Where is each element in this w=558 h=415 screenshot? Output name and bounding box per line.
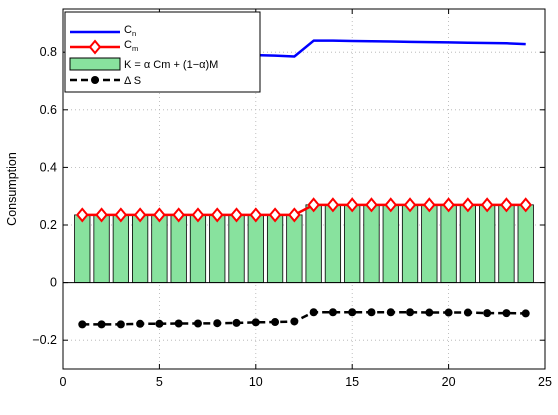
data-point-dot xyxy=(136,319,145,328)
y-tick-label: 0.6 xyxy=(40,103,57,117)
y-tick-label: 0.4 xyxy=(40,160,57,174)
legend-swatch-k xyxy=(69,57,121,71)
tick-labels: 0 5 10 15 20 25 −0.2 0 0.2 0.4 0.6 0.8 xyxy=(32,45,552,389)
bar xyxy=(498,204,515,283)
data-point-diamond xyxy=(210,207,224,223)
bar xyxy=(228,214,245,283)
bar xyxy=(440,204,457,283)
data-point-dot xyxy=(444,308,453,317)
data-point-dot xyxy=(232,318,241,327)
data-point-diamond xyxy=(268,207,282,223)
bar xyxy=(517,204,534,283)
data-point-diamond xyxy=(95,207,108,223)
data-point-dot xyxy=(425,308,434,317)
bar xyxy=(286,214,303,283)
y-tick-label: 0 xyxy=(50,276,57,290)
bar xyxy=(305,204,322,283)
data-point-diamond xyxy=(403,197,417,213)
data-point-dot xyxy=(463,308,472,317)
data-point-dot xyxy=(174,319,183,328)
data-point-diamond xyxy=(75,207,89,223)
legend-swatch-cm-marker xyxy=(88,39,102,55)
bar xyxy=(74,214,91,283)
legend-label-k: K = α Cm + (1−α)M xyxy=(124,59,218,71)
data-point-diamond xyxy=(519,197,533,213)
data-point-dot xyxy=(483,309,492,318)
bar xyxy=(132,214,149,283)
legend-label-cm: Cm xyxy=(124,39,138,53)
data-point-dot xyxy=(97,320,106,329)
axes-box xyxy=(62,8,546,370)
y-tick-label: 0.2 xyxy=(40,218,57,232)
data-point-diamond xyxy=(172,207,185,223)
data-point-diamond xyxy=(461,197,475,213)
data-point-dot xyxy=(271,318,280,327)
x-tick-label: 20 xyxy=(442,375,456,389)
bar xyxy=(382,204,399,283)
data-point-diamond xyxy=(442,197,455,213)
legend: Cn Cm K = α Cm + (1−α)M Δ S xyxy=(64,11,261,93)
x-tick-label: 5 xyxy=(156,375,163,389)
bar xyxy=(189,214,207,283)
legend-label-ds: Δ S xyxy=(124,75,141,87)
data-point-diamond xyxy=(230,207,243,223)
data-point-dot xyxy=(367,308,376,317)
data-point-diamond xyxy=(480,197,494,213)
data-point-diamond xyxy=(365,197,378,213)
data-point-dot xyxy=(502,309,511,318)
data-point-dot xyxy=(78,320,87,329)
bar xyxy=(459,204,476,283)
legend-swatch-ds-marker xyxy=(91,76,99,84)
data-point-diamond xyxy=(191,207,205,223)
data-point-diamond xyxy=(307,197,320,213)
bar xyxy=(479,204,496,283)
data-point-dot xyxy=(406,308,415,317)
data-point-diamond xyxy=(133,207,147,223)
bar xyxy=(363,204,380,283)
data-point-diamond xyxy=(288,207,301,223)
data-point-dot xyxy=(328,308,337,317)
data-point-dot xyxy=(386,308,395,317)
data-point-dot xyxy=(116,320,125,329)
data-point-dot xyxy=(155,319,164,328)
data-point-diamond xyxy=(114,207,128,223)
data-point-dot xyxy=(309,308,318,317)
bar xyxy=(324,204,342,283)
bar xyxy=(344,204,361,283)
data-point-dot xyxy=(290,317,299,326)
legend-label-cn: Cn xyxy=(124,24,136,38)
data-point-dot xyxy=(348,308,357,317)
bar xyxy=(170,214,187,283)
data-point-dot xyxy=(193,319,202,328)
data-point-diamond xyxy=(153,207,166,223)
data-point-diamond xyxy=(326,197,340,213)
bar xyxy=(266,214,284,283)
data-point-diamond xyxy=(500,197,513,213)
data-point-dot xyxy=(213,319,222,328)
y-tick-label: −0.2 xyxy=(32,333,57,347)
data-point-dot xyxy=(251,318,260,327)
data-point-diamond xyxy=(345,197,359,213)
bar xyxy=(151,214,168,283)
bar xyxy=(93,214,110,283)
bar xyxy=(247,214,264,283)
y-tick-label: 0.8 xyxy=(40,45,57,59)
y-axis-label: Consumption xyxy=(5,152,19,226)
x-tick-label: 25 xyxy=(538,375,552,389)
bar xyxy=(401,204,419,283)
data-point-diamond xyxy=(384,197,398,213)
series-line-3 xyxy=(82,311,526,326)
data-point-diamond xyxy=(249,207,263,223)
bar xyxy=(112,214,129,283)
bar xyxy=(421,204,438,283)
x-tick-label: 10 xyxy=(249,375,263,389)
bar xyxy=(209,214,226,283)
x-tick-label: 0 xyxy=(60,375,67,389)
data-point-dot xyxy=(521,309,530,318)
x-tick-label: 15 xyxy=(345,375,359,389)
data-point-diamond xyxy=(423,197,436,213)
